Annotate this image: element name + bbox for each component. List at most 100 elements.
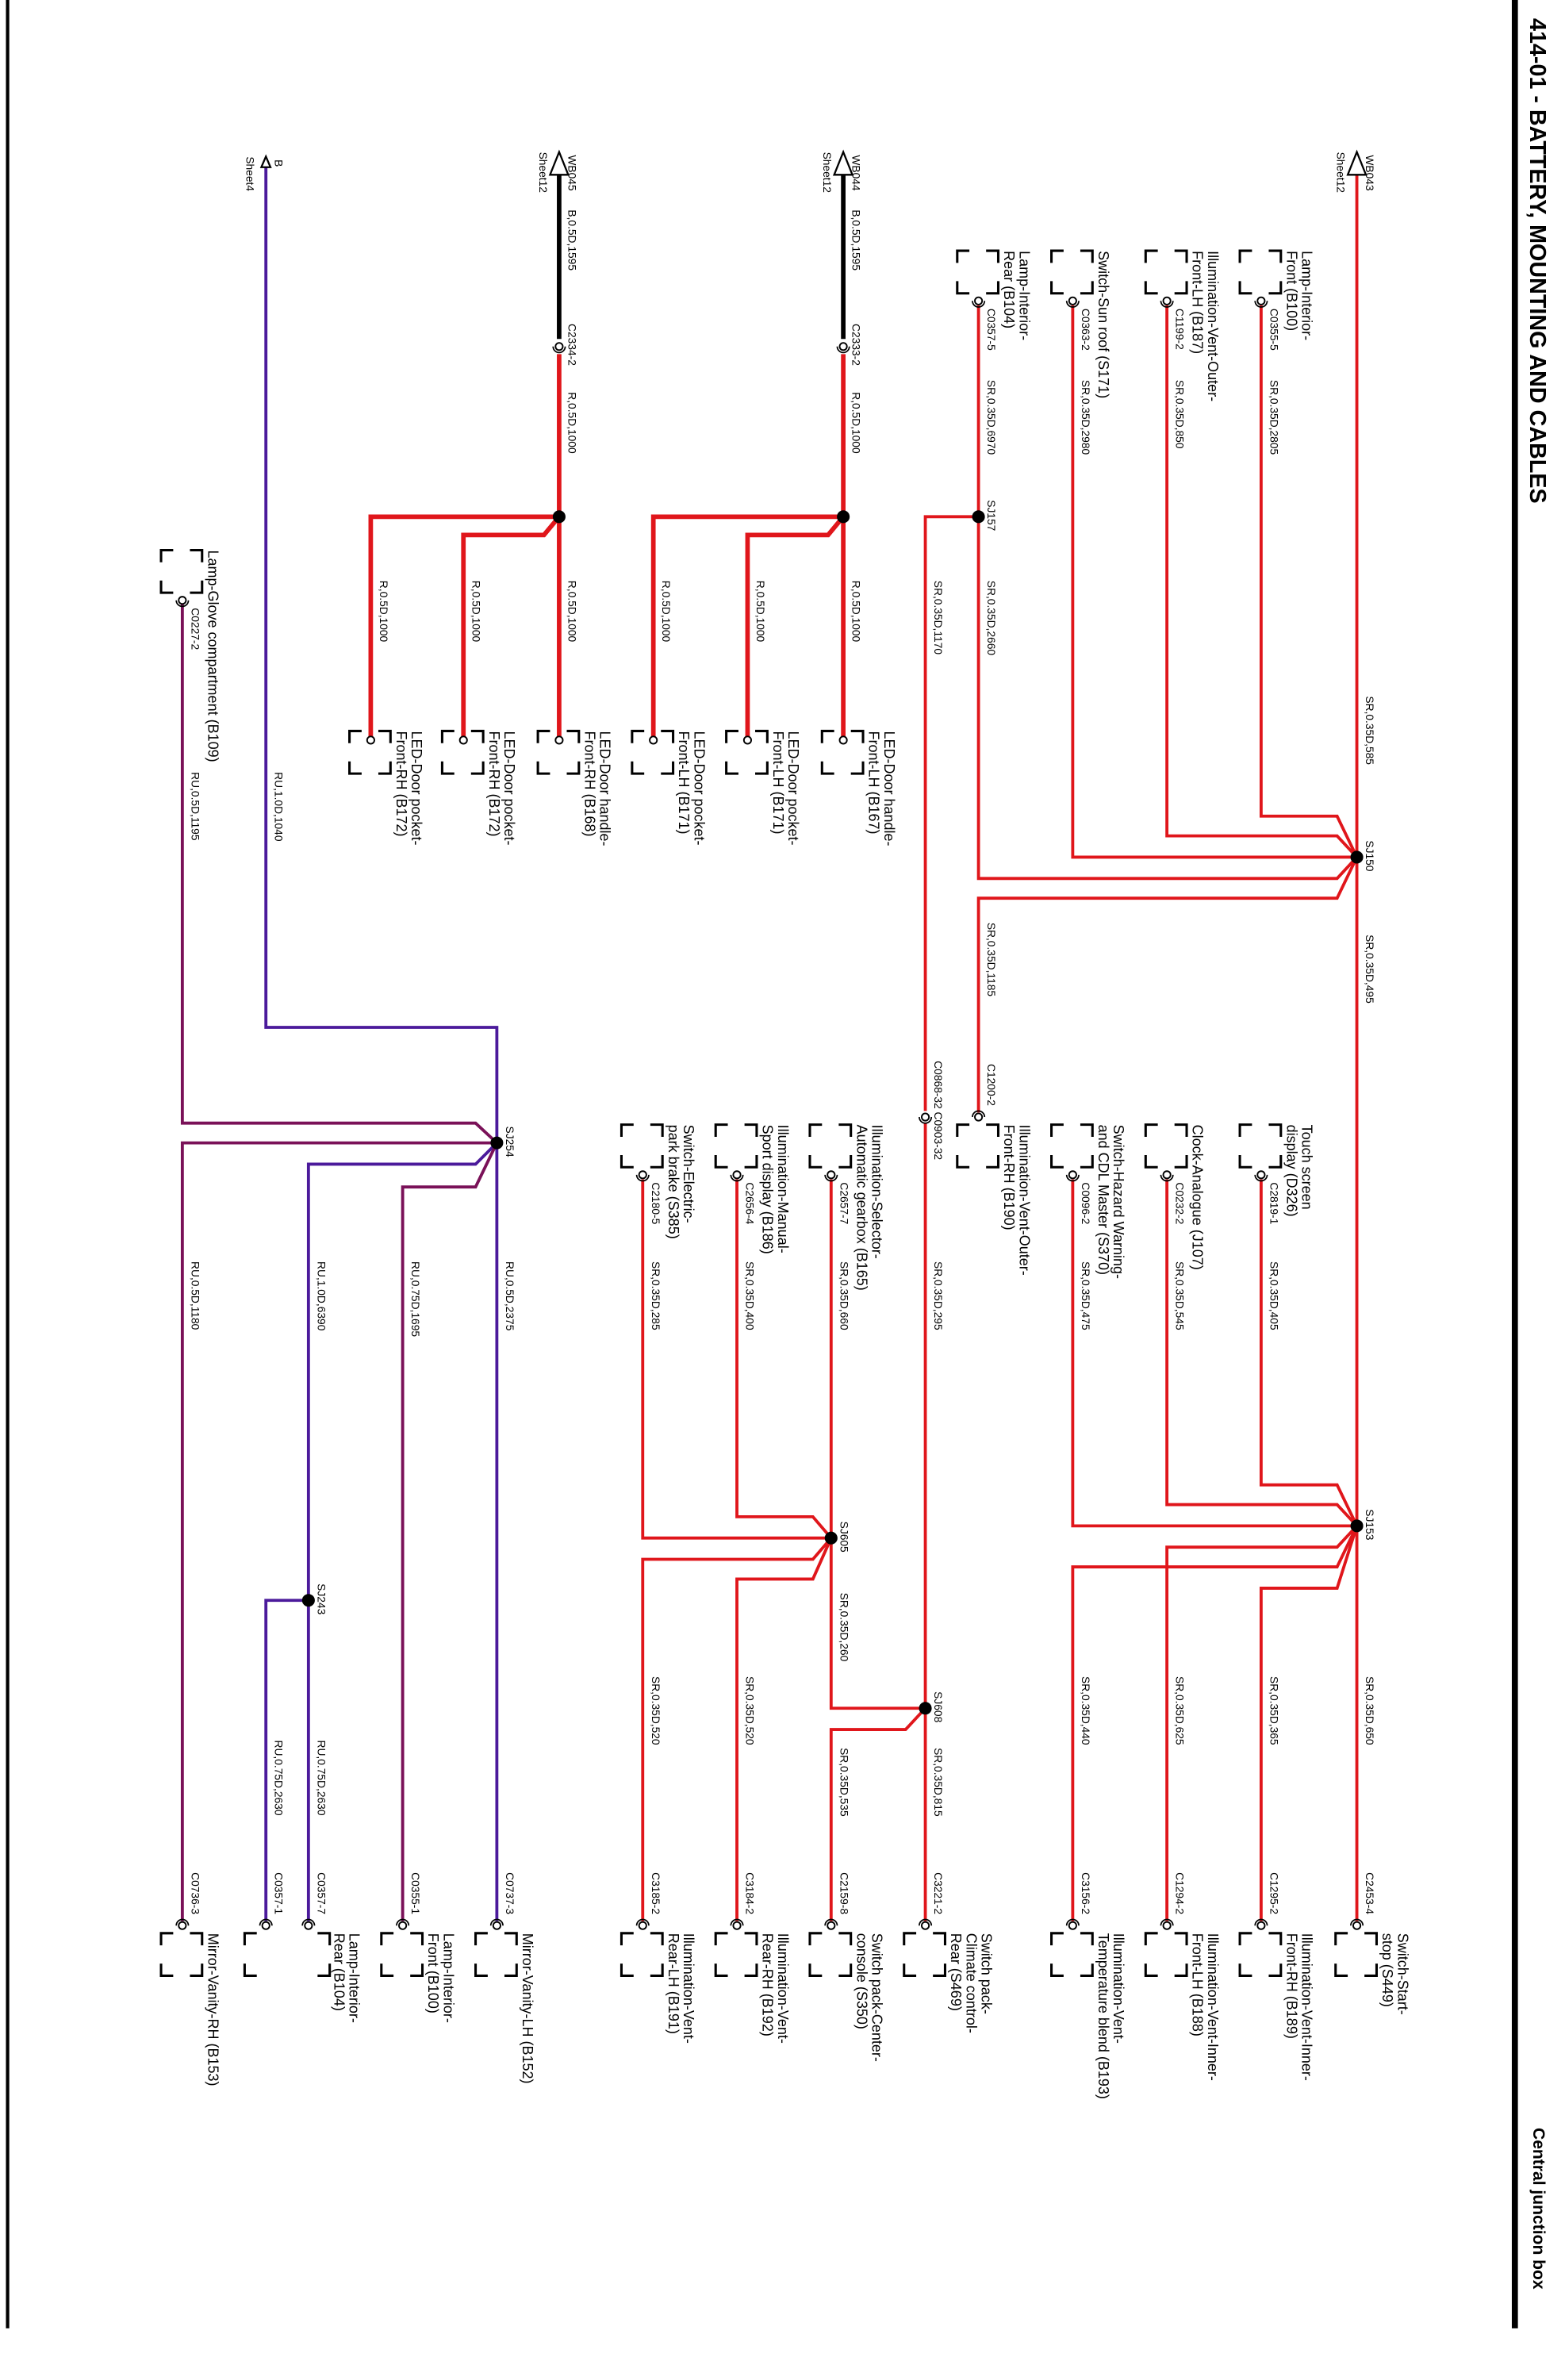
component-name: Illumination-Vent-	[1110, 1933, 1126, 2044]
connector-pin-icon	[1352, 1921, 1362, 1930]
connector-pin-icon	[458, 735, 468, 745]
component-connector-box	[631, 729, 675, 775]
component-name: LED-Door pocket-	[501, 731, 517, 845]
component-name: Switch-Start-	[1394, 1933, 1410, 2015]
wire-red	[735, 1537, 833, 1921]
component-connector-box	[956, 1123, 1000, 1169]
component-name: Mirror-Vanity-LH (B152)	[520, 1933, 535, 2084]
connector-socket-icon	[1065, 1174, 1080, 1182]
splice-sj605	[824, 1531, 838, 1545]
component-connector-box	[536, 729, 581, 775]
connector-socket-icon	[1160, 1918, 1174, 1926]
connector-id: C0363-2	[1080, 309, 1091, 351]
connector-id: C3185-2	[650, 1872, 662, 1914]
connector-pin-icon	[1162, 1170, 1172, 1180]
wire-label: SR,0.35D,2660	[985, 581, 997, 656]
connector-pin-icon	[921, 1112, 930, 1122]
component-name: LED-Door handle-	[881, 731, 897, 846]
component-connector-box	[1238, 1123, 1283, 1169]
splice-label: SJ608	[932, 1691, 944, 1722]
splice-label: SJ157	[985, 500, 997, 531]
offsheet-arrow-icon	[1346, 149, 1367, 176]
connector-pin-icon	[554, 342, 564, 351]
offsheet-sheet: Sheet12	[537, 152, 549, 193]
splice-sj243	[301, 1594, 315, 1607]
connector-id: C0357-7	[315, 1872, 327, 1914]
offsheet-arrow-icon	[548, 149, 570, 176]
connector-pin-icon	[1256, 296, 1266, 305]
wire-label: SR,0.35D,520	[744, 1676, 756, 1745]
component-name: Front-RH (B168)	[581, 731, 597, 836]
component-connector-box	[440, 729, 485, 775]
inline-connector-label: C2334-2	[566, 324, 577, 366]
wire-label: R,0.5D,1000	[850, 392, 862, 454]
connector-id: C1294-2	[1174, 1872, 1186, 1914]
wire-label: SR,0.35D,495	[1364, 935, 1375, 1004]
wire-red	[1071, 1179, 1357, 1528]
page-title: 414-01 - BATTERY, MOUNTING AND CABLES	[1525, 18, 1550, 504]
component-connector-box	[619, 1932, 664, 1977]
component-connector-box	[380, 1932, 424, 1977]
wire-red	[1259, 1179, 1359, 1527]
wire-label: SR,0.35D,520	[650, 1676, 662, 1745]
wire-label: SR,0.35D,1185	[985, 923, 997, 997]
component-name: display (D326)	[1283, 1125, 1299, 1217]
component-connector-box	[1144, 249, 1188, 295]
connector-pin-icon	[974, 296, 984, 305]
component-name: Front-LH (B187)	[1190, 251, 1206, 354]
component-name: Switch-Sun roof (S171)	[1095, 251, 1111, 398]
connector-id: C1199-2	[1174, 309, 1186, 350]
splice-dot	[837, 510, 850, 524]
component-name: Front-LH (B171)	[770, 731, 786, 834]
splice-label: SJ243	[315, 1583, 327, 1614]
component-name: Rear (B104)	[1001, 251, 1017, 328]
connector-pin-icon	[1162, 296, 1172, 305]
connector-socket-icon	[552, 346, 566, 354]
connector-pin-icon	[366, 735, 375, 745]
component-name: park brake (S385)	[666, 1125, 681, 1239]
wire-label: SR,0.35D,1170	[932, 581, 944, 655]
wire-maroon	[180, 601, 498, 1145]
connector-pin-icon	[838, 735, 848, 745]
wires	[180, 167, 1359, 1921]
wire-label: SR,0.35D,815	[932, 1748, 944, 1817]
component-name: Sport display (B186)	[760, 1125, 776, 1254]
connector-id: C2657-7	[838, 1182, 850, 1224]
component-connector-box	[1144, 1123, 1188, 1169]
offsheet-label: WB043	[1364, 155, 1375, 191]
connector-socket-icon	[635, 1918, 650, 1926]
connector-socket-icon	[824, 1918, 838, 1926]
component-name: Lamp-Interior-	[1299, 251, 1315, 340]
component-connector-box	[1144, 1932, 1188, 1977]
wire-red	[829, 1706, 926, 1921]
connector-id: C0096-2	[1080, 1182, 1091, 1224]
wire-label: RU,0.5D,1195	[189, 772, 201, 841]
connector-pin-icon	[492, 1921, 501, 1930]
connector-id: C3156-2	[1080, 1872, 1091, 1914]
connector-socket-icon	[301, 1918, 316, 1926]
connector-id: C1200-2	[985, 1064, 997, 1106]
section-label: Central junction box	[1529, 2128, 1548, 2290]
connector-pin-icon	[974, 1112, 984, 1122]
wire-red	[976, 856, 1359, 1113]
connector-socket-icon	[1254, 1918, 1268, 1926]
wire-label: SR,0.35D,625	[1174, 1676, 1186, 1745]
wire-label: SR,0.35D,2980	[1080, 380, 1091, 455]
wire-label: RU,1.0D,1040	[273, 772, 285, 842]
component-connector-box	[317, 1932, 332, 1977]
wire-label: B,0.5D,1595	[850, 209, 862, 271]
wire-label: R,0.5D,1000	[566, 581, 577, 643]
component-connector-box	[1050, 1123, 1094, 1169]
component-name: Switch-Electric-	[681, 1125, 696, 1223]
splice-sj157	[972, 510, 985, 524]
symbols	[159, 149, 1379, 1977]
connector-pin-icon	[827, 1921, 836, 1930]
wire-red-thick	[745, 515, 846, 740]
component-name: Rear (S469)	[948, 1933, 964, 2011]
component-name: Illumination-Vent-	[775, 1933, 791, 2044]
component-connector-box	[725, 729, 769, 775]
wire-red	[1071, 1525, 1359, 1921]
connector-socket-icon	[1160, 301, 1174, 308]
splice-sj153	[1350, 1519, 1364, 1533]
component-connector-box	[243, 1932, 257, 1977]
